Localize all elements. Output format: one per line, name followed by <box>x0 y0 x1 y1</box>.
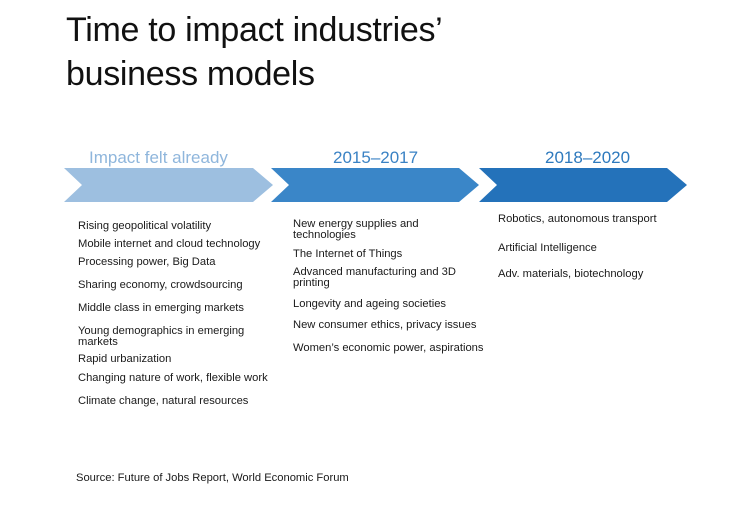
list-item: Changing nature of work, flexible work <box>78 372 268 384</box>
phase-label-2018-2020: 2018–2020 <box>545 148 631 167</box>
timeline-arrow-impact-felt-already <box>64 168 273 202</box>
list-item: New energy supplies and technologies <box>293 218 419 241</box>
phase-label-impact-felt-already: Impact felt already <box>89 148 228 167</box>
list-item: Longevity and ageing societies <box>293 298 447 310</box>
phase-label-2015-2017: 2015–2017 <box>333 148 419 167</box>
page-title: Time to impact industries’ business mode… <box>66 8 626 96</box>
list-item: Processing power, Big Data <box>78 256 216 268</box>
source-note: Source: Future of Jobs Report, World Eco… <box>76 472 349 484</box>
list-item: Adv. materials, biotechnology <box>498 268 644 280</box>
timeline-arrow-2015-2017 <box>271 168 479 202</box>
list-item: The Internet of Things <box>293 248 403 260</box>
list-item: Mobile internet and cloud technology <box>78 238 261 250</box>
list-item: Robotics, autonomous transport <box>498 213 657 225</box>
title-line-2: business models <box>66 55 315 93</box>
list-item: Sharing economy, crowdsourcing <box>78 279 243 291</box>
list-item: Rising geopolitical volatility <box>78 220 212 232</box>
list-item: Rapid urbanization <box>78 353 172 365</box>
list-item: Artificial Intelligence <box>498 242 597 254</box>
list-item: Advanced manufacturing and 3D printing <box>293 266 456 289</box>
timeline-arrow-2018-2020 <box>479 168 687 202</box>
list-item: Middle class in emerging markets <box>78 302 245 314</box>
title-line-1: Time to impact industries’ <box>66 11 443 49</box>
list-item: Climate change, natural resources <box>78 395 249 407</box>
list-item: Young demographics in emerging markets <box>78 325 245 348</box>
list-item: New consumer ethics, privacy issues <box>293 319 477 331</box>
list-item: Women’s economic power, aspirations <box>293 342 484 354</box>
